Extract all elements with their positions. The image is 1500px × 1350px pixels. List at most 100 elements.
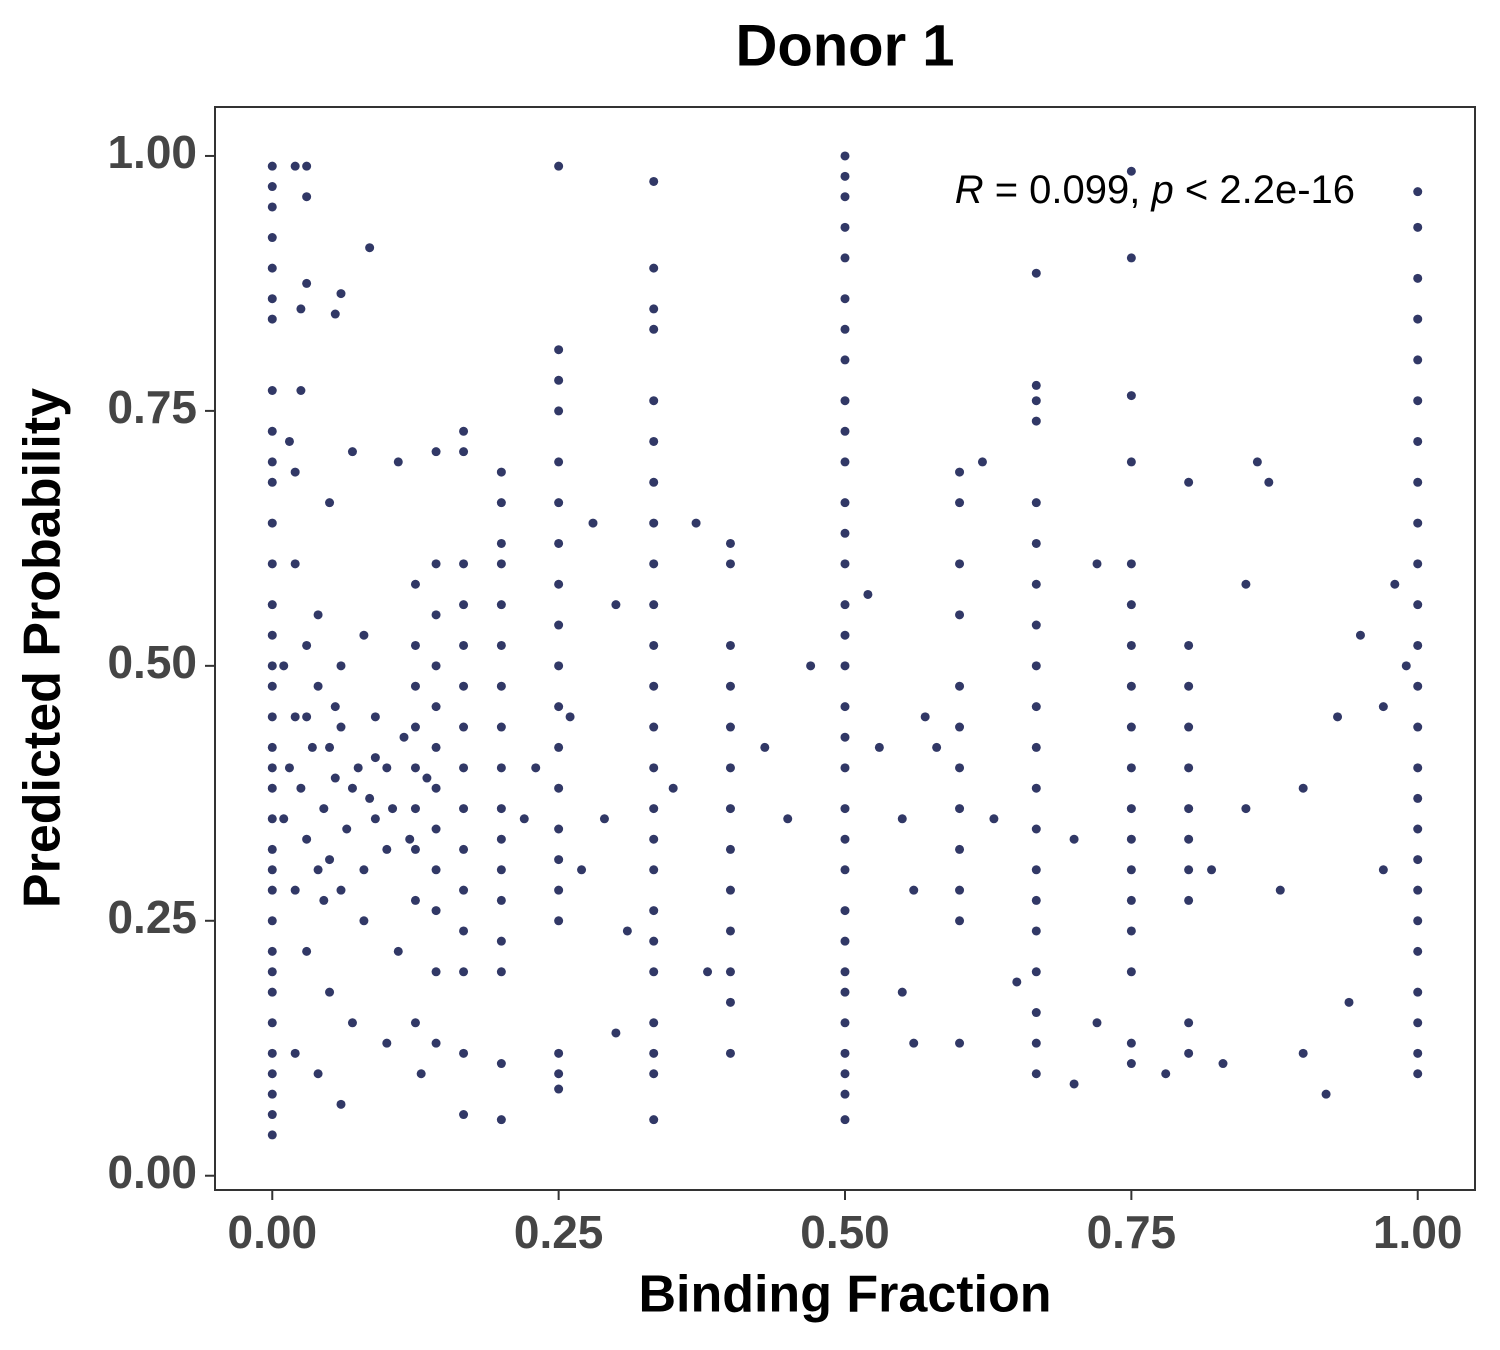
point <box>1031 702 1041 712</box>
point <box>496 804 506 814</box>
point <box>955 1038 965 1048</box>
point <box>302 192 312 202</box>
point <box>459 447 469 457</box>
point <box>1161 1069 1171 1079</box>
point <box>649 1069 659 1079</box>
point <box>649 1115 659 1125</box>
point <box>1355 630 1365 640</box>
point <box>1413 477 1423 487</box>
point <box>313 865 323 875</box>
point <box>267 1110 277 1120</box>
r-text: = 0.099, <box>984 168 1152 212</box>
point <box>1031 380 1041 390</box>
point <box>1218 1059 1228 1069</box>
point <box>840 457 850 467</box>
point <box>1126 681 1136 691</box>
point <box>1378 865 1388 875</box>
point <box>302 640 312 650</box>
point <box>296 783 306 793</box>
point <box>1401 661 1411 671</box>
point <box>1126 722 1136 732</box>
point <box>955 804 965 814</box>
point <box>431 1038 441 1048</box>
points <box>267 151 1423 1140</box>
point <box>267 182 277 192</box>
point <box>955 844 965 854</box>
point <box>1321 1089 1331 1099</box>
point <box>267 630 277 640</box>
point <box>1031 661 1041 671</box>
point <box>370 753 380 763</box>
point <box>267 294 277 304</box>
point <box>1184 804 1194 814</box>
point <box>554 579 564 589</box>
point <box>1413 273 1423 283</box>
point <box>267 1018 277 1028</box>
point <box>668 783 678 793</box>
point <box>955 722 965 732</box>
point <box>1184 895 1194 905</box>
point <box>955 559 965 569</box>
point <box>840 865 850 875</box>
y-tick-label: 0.50 <box>107 636 197 688</box>
point <box>1413 222 1423 232</box>
point <box>279 814 289 824</box>
point <box>496 967 506 977</box>
point <box>1031 895 1041 905</box>
point <box>496 681 506 691</box>
point <box>1207 865 1217 875</box>
point <box>649 834 659 844</box>
point <box>459 844 469 854</box>
point <box>347 783 357 793</box>
point <box>649 559 659 569</box>
point <box>302 946 312 956</box>
point <box>496 1115 506 1125</box>
point <box>416 1069 426 1079</box>
point <box>284 436 294 446</box>
point <box>336 722 346 732</box>
annotation: R = 0.099, p < 2.2e-16 <box>955 168 1355 212</box>
point <box>554 1048 564 1058</box>
point <box>840 324 850 334</box>
point <box>267 263 277 273</box>
point <box>519 814 529 824</box>
point <box>410 804 420 814</box>
point <box>410 763 420 773</box>
point <box>840 732 850 742</box>
point <box>1092 559 1102 569</box>
point <box>725 926 735 936</box>
r-symbol: R <box>955 168 984 212</box>
point <box>725 559 735 569</box>
point <box>1298 783 1308 793</box>
point <box>649 763 659 773</box>
point <box>370 712 380 722</box>
point <box>1126 926 1136 936</box>
point <box>840 396 850 406</box>
point <box>649 263 659 273</box>
point <box>342 824 352 834</box>
point <box>431 447 441 457</box>
point <box>840 294 850 304</box>
point <box>267 426 277 436</box>
point <box>267 202 277 212</box>
point <box>336 885 346 895</box>
point <box>725 967 735 977</box>
point <box>1413 600 1423 610</box>
point <box>932 742 942 752</box>
point <box>1031 1008 1041 1018</box>
point <box>496 936 506 946</box>
point <box>649 477 659 487</box>
point <box>1126 1038 1136 1048</box>
point <box>840 1048 850 1058</box>
point <box>1413 681 1423 691</box>
point <box>296 385 306 395</box>
point <box>554 498 564 508</box>
point <box>267 814 277 824</box>
point <box>359 630 369 640</box>
point <box>388 804 398 814</box>
point <box>840 600 850 610</box>
point <box>577 865 587 875</box>
point <box>1031 824 1041 834</box>
point <box>330 773 340 783</box>
